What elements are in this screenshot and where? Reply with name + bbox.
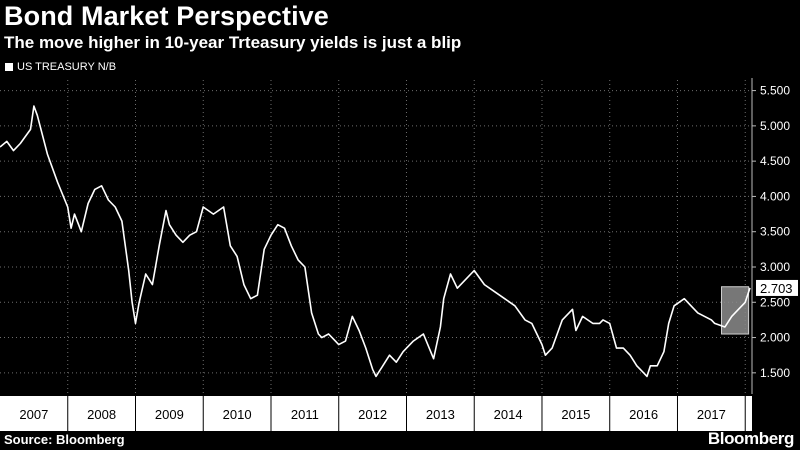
- x-tick-label: 2016: [629, 407, 658, 422]
- bloomberg-logo: Bloomberg: [707, 429, 795, 448]
- y-tick-label: 5.000: [760, 119, 790, 133]
- y-tick-label: 1.500: [760, 366, 790, 380]
- last-value-box: [756, 279, 798, 296]
- x-tick-label: 2014: [494, 407, 523, 422]
- series-line-us-treasury: [0, 105, 751, 378]
- x-axis-band: 2007 2008 2009 2010 2011 2012 2013 2014 2015 2016…: [0, 396, 752, 431]
- y-axis: 1.500 2.000 2.500 3.000 3.500 4.000 4.500 5.000…: [752, 84, 790, 380]
- x-tick-label: 2011: [291, 407, 319, 422]
- last-value-label: 2.703: [760, 281, 793, 296]
- y-tick-label: 2.000: [760, 331, 790, 345]
- chart-subtitle: The move higher in 10-year Trteasury yie…: [4, 33, 462, 52]
- legend-label: US TREASURY N/B: [17, 61, 117, 73]
- x-tick-label: 2017: [697, 407, 726, 422]
- x-axis-band-bg: [0, 396, 752, 431]
- x-tick-label: 2008: [87, 407, 116, 422]
- legend-swatch: [5, 63, 13, 71]
- chart-title: Bond Market Perspective: [4, 1, 329, 31]
- source-note: Source: Bloomberg: [4, 432, 125, 447]
- y-tick-label: 5.500: [760, 84, 790, 98]
- last-value-marker: 2.703: [756, 279, 798, 296]
- y-tick-label: 4.000: [760, 189, 790, 203]
- y-tick-label: 2.500: [760, 295, 790, 309]
- x-tick-label: 2013: [426, 407, 455, 422]
- legend: US TREASURY N/B: [5, 61, 116, 73]
- x-tick-label: 2009: [155, 407, 184, 422]
- y-tick-label: 3.000: [760, 260, 790, 274]
- y-tick-label: 3.500: [760, 225, 790, 239]
- x-tick-label: 2015: [561, 407, 590, 422]
- y-tick-label: 4.500: [760, 154, 790, 168]
- grid-lines: [0, 78, 753, 394]
- x-tick-label: 2007: [19, 407, 48, 422]
- x-tick-label: 2012: [358, 407, 387, 422]
- series-line-group: [0, 105, 751, 378]
- x-tick-label: 2010: [223, 407, 252, 422]
